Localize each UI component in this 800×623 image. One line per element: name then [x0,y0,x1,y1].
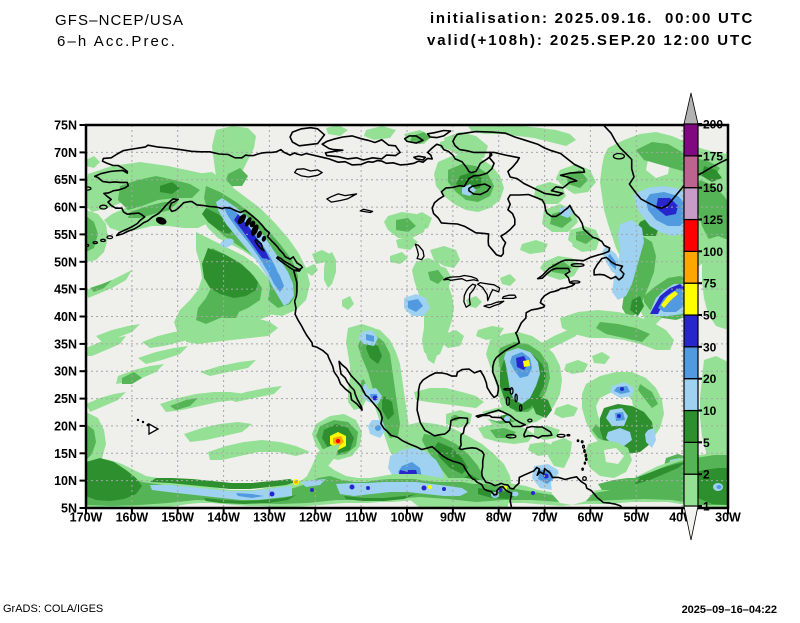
svg-text:5: 5 [703,436,710,450]
svg-text:100W: 100W [391,511,424,525]
svg-text:110W: 110W [345,511,377,525]
svg-text:GFS–NCEP/USA: GFS–NCEP/USA [55,12,184,29]
svg-text:70N: 70N [54,146,77,160]
svg-text:75: 75 [703,277,717,291]
svg-text:valid(+108h): 2025.SEP.20 12:0: valid(+108h): 2025.SEP.20 12:00 UTC [427,32,754,49]
svg-text:10N: 10N [54,474,77,488]
svg-text:160W: 160W [116,511,149,525]
svg-text:90W: 90W [440,511,466,525]
svg-text:20: 20 [703,372,717,386]
svg-text:130W: 130W [253,511,286,525]
svg-text:25N: 25N [54,392,77,406]
svg-text:30W: 30W [715,511,741,525]
svg-text:50: 50 [703,309,717,323]
svg-text:10: 10 [703,404,717,418]
svg-text:200: 200 [703,118,723,132]
svg-text:60W: 60W [578,511,604,525]
svg-text:55N: 55N [54,228,77,242]
svg-text:40N: 40N [54,310,77,324]
svg-text:20N: 20N [54,419,77,433]
svg-text:75N: 75N [54,119,77,133]
svg-text:150: 150 [703,181,723,195]
svg-text:150W: 150W [161,511,194,525]
svg-text:120W: 120W [299,511,332,525]
svg-text:170W: 170W [70,511,103,525]
svg-text:50W: 50W [623,511,649,525]
svg-text:65N: 65N [54,173,77,187]
svg-text:175: 175 [703,149,723,163]
svg-text:2025–09–16–04:22: 2025–09–16–04:22 [682,604,777,616]
svg-text:35N: 35N [54,337,77,351]
svg-text:125: 125 [703,213,723,227]
svg-text:6–h Acc.Prec.: 6–h Acc.Prec. [57,33,177,50]
svg-text:45N: 45N [54,283,77,297]
svg-text:70W: 70W [532,511,558,525]
svg-text:140W: 140W [207,511,240,525]
svg-text:30: 30 [703,340,717,354]
svg-text:30N: 30N [54,365,77,379]
svg-text:GrADS: COLA/IGES: GrADS: COLA/IGES [3,603,103,615]
svg-text:initialisation: 2025.09.16. 0: initialisation: 2025.09.16. 00:00 UTC [430,10,754,27]
svg-text:5N: 5N [61,502,77,516]
svg-text:100: 100 [703,245,723,259]
svg-text:1: 1 [703,500,710,514]
svg-text:50N: 50N [54,255,77,269]
svg-text:15N: 15N [54,447,77,461]
svg-text:2: 2 [703,468,710,482]
svg-text:80W: 80W [486,511,512,525]
svg-text:60N: 60N [54,201,77,215]
